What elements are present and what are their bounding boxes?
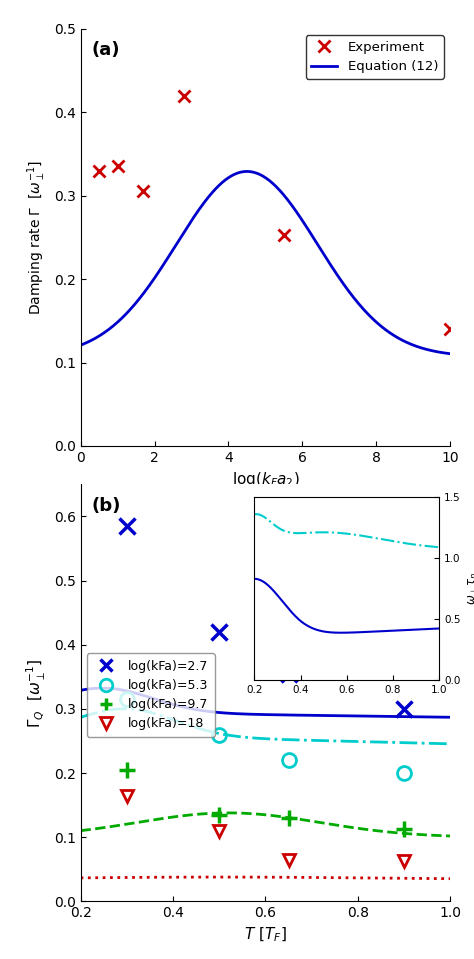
Legend: log(kFa)=2.7, log(kFa)=5.3, log(kFa)=9.7, log(kFa)=18: log(kFa)=2.7, log(kFa)=5.3, log(kFa)=9.7… (87, 653, 215, 737)
X-axis label: $T$ $[T_F]$: $T$ $[T_F]$ (244, 925, 287, 945)
Y-axis label: $\Gamma_Q$  $[\omega_\perp^{-1}]$: $\Gamma_Q$ $[\omega_\perp^{-1}]$ (25, 658, 48, 728)
Text: (b): (b) (91, 497, 121, 515)
Legend: Experiment, Equation (12): Experiment, Equation (12) (306, 35, 444, 79)
X-axis label: $\log(k_F a_2)$: $\log(k_F a_2)$ (231, 470, 300, 489)
Y-axis label: Damping rate $\Gamma$  $[\omega_\perp^{-1}]$: Damping rate $\Gamma$ $[\omega_\perp^{-1… (26, 160, 48, 315)
Text: (a): (a) (91, 41, 120, 59)
